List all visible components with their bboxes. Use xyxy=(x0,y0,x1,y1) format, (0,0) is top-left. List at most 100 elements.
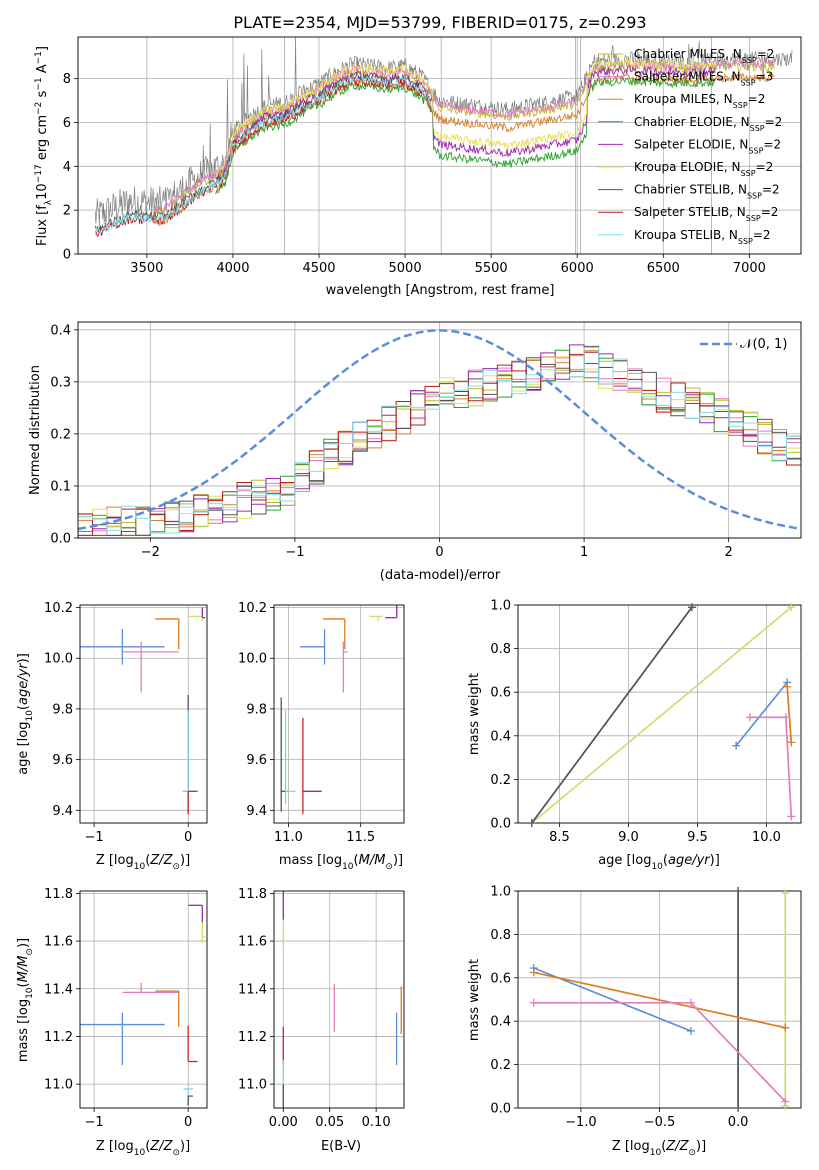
legend-nssp: 2 xyxy=(775,115,783,129)
x-tick-label: 8.5 xyxy=(549,830,570,845)
observed-spectrum-line xyxy=(94,37,793,227)
label-part: mass [log xyxy=(16,999,31,1062)
legend-nssp: 2 xyxy=(773,137,781,151)
histogram-kroupa-stelib xyxy=(78,347,801,534)
weight-marker xyxy=(781,713,790,722)
label-part: Z/Z xyxy=(665,1139,689,1154)
y-tick-label: 0.2 xyxy=(50,427,71,442)
y-tick-label: 11.2 xyxy=(44,1030,73,1045)
label-part: ( xyxy=(145,1139,150,1154)
weight-marker xyxy=(787,812,796,821)
x-tick-label: 9.0 xyxy=(618,830,639,845)
x-tick-label: 4500 xyxy=(302,261,335,276)
legend-label: Kroupa ELODIE, NSSP=2 xyxy=(634,160,773,178)
weight-line xyxy=(735,681,788,747)
weight-marker xyxy=(529,998,538,1007)
label-part: )] xyxy=(16,938,31,948)
y-tick-label: 0.4 xyxy=(490,729,511,744)
model-line-salpeter-stelib xyxy=(94,75,432,237)
y-tick-label: 11.4 xyxy=(44,982,73,997)
weight-marker xyxy=(686,1026,695,1035)
label-part: −17 xyxy=(34,164,44,183)
x-tick-label: 0 xyxy=(184,830,192,845)
label-part: )] xyxy=(180,1139,190,1154)
x-tick-label: −1 xyxy=(85,1115,104,1130)
axes-frame xyxy=(273,890,405,1109)
mass-vs-ebv-panel: 0.00 0.05 0.10 11.0 11.2 11.4 11.6 11.8 E(B-V) xyxy=(238,887,405,1154)
legend-label: Kroupa STELIB, NSSP=2 xyxy=(634,228,771,246)
x-tick-label: 0.0 xyxy=(728,1115,749,1130)
plot-area xyxy=(282,891,402,1108)
figure-title: PLATE=2354, MJD=53799, FIBERID=0175, z=0… xyxy=(233,13,646,32)
x-axis-label: wavelength [Angstrom, rest frame] xyxy=(326,283,555,298)
x-axis-label: Z [log10(Z/Z⊙)] xyxy=(96,1139,190,1158)
label-part: ⊙ xyxy=(172,1148,180,1158)
label-part: s xyxy=(35,90,50,101)
plot-area xyxy=(531,606,793,823)
x-axis-label: (data-model)/error xyxy=(380,568,501,583)
axes-overlay: −1 09.49.69.810.010.2Z [log10(Z/Z⊙)]age [… xyxy=(16,601,208,872)
label-part: 10 xyxy=(651,862,663,872)
weight-marker xyxy=(787,603,796,612)
weight-vs-age-panel: 8.5 9.0 9.5 10.0 0.0 0.2 0.4 0.6 0.8 1.0 age [log1… xyxy=(467,599,802,872)
y-tick-label: 0.2 xyxy=(490,1058,511,1073)
x-axis-label: mass [log10(M/M⊙)] xyxy=(279,853,403,872)
weight-marker xyxy=(732,741,741,750)
weight-line xyxy=(533,971,786,1029)
x-tick-label: 5000 xyxy=(389,261,422,276)
legend-subscript: SSP xyxy=(747,191,762,200)
y-axis-label: mass [log10(M/M⊙)] xyxy=(16,938,35,1062)
x-tick-label: 6500 xyxy=(647,261,680,276)
weight-marker xyxy=(529,968,538,977)
legend-label: Kroupa MILES, NSSP=2 xyxy=(634,92,765,110)
y-tick-label: 9.8 xyxy=(246,702,267,717)
axes-frame xyxy=(79,604,208,824)
legend-label: 𝒩(0, 1) xyxy=(740,337,787,352)
x-tick-label: 9.5 xyxy=(687,830,708,845)
label-part: λ xyxy=(44,199,54,205)
age-vs-metallicity-panel: −1 09.49.69.810.010.2Z [log10(Z/Z⊙)]age [… xyxy=(16,601,208,872)
y-tick-label: 11.6 xyxy=(238,935,267,950)
legend-label: Chabrier STELIB, NSSP=2 xyxy=(634,183,780,201)
y-tick-label: 11.0 xyxy=(44,1078,73,1093)
y-tick-label: 0.4 xyxy=(490,1015,511,1030)
legend-text: Chabrier ELODIE, N xyxy=(634,115,750,129)
legend-subscript: SSP xyxy=(742,56,757,65)
y-tick-label: 0.3 xyxy=(50,375,71,390)
label-part: age [log xyxy=(16,722,31,775)
axes-frame xyxy=(517,604,802,824)
gaussian-curve xyxy=(78,329,801,531)
y-tick-label: 11.6 xyxy=(44,935,73,950)
y-tick-label: 9.8 xyxy=(52,702,73,717)
weight-marker xyxy=(734,887,743,895)
legend-nssp: 2 xyxy=(758,92,766,106)
x-tick-label: 0.00 xyxy=(269,1115,298,1130)
x-tick-label: 0 xyxy=(184,1115,192,1130)
x-tick-label: 0.10 xyxy=(362,1115,391,1130)
y-tick-label: 11.4 xyxy=(238,982,267,997)
legend-subscript: SSP xyxy=(741,169,756,178)
axes-overlay: 8.5 9.0 9.5 10.0 0.0 0.2 0.4 0.6 0.8 1.0 age [log1… xyxy=(467,599,802,872)
legend-text: Salpeter ELODIE, N xyxy=(634,137,748,151)
label-part: 10 xyxy=(134,862,146,872)
label-part: 10 xyxy=(650,1148,662,1158)
legend-text: Salpeter STELIB, N xyxy=(634,205,746,219)
x-axis-label: Z [log10(Z/Z⊙)] xyxy=(96,853,190,872)
x-tick-label: 4000 xyxy=(216,261,249,276)
legend-text: Kroupa ELODIE, N xyxy=(634,160,741,174)
plot-area xyxy=(80,607,206,815)
y-tick-label: 10.0 xyxy=(44,652,73,667)
axes-overlay: −1 011.011.211.411.611.8Z [log10(Z/Z⊙)]ma… xyxy=(16,887,208,1158)
legend-nssp: 2 xyxy=(771,205,779,219)
x-tick-label: 11.0 xyxy=(274,830,303,845)
y-tick-label: 6 xyxy=(63,116,71,131)
label-part: ( xyxy=(663,853,668,868)
label-part: )] xyxy=(696,1139,706,1154)
weight-marker xyxy=(787,738,796,747)
label-part: Z [log xyxy=(612,1139,650,1154)
label-part: ⊙ xyxy=(385,862,393,872)
y-tick-label: 9.6 xyxy=(52,753,73,768)
mass-vs-metallicity-panel: −1 011.011.211.411.611.8Z [log10(Z/Z⊙)]ma… xyxy=(16,887,208,1158)
label-part: −2 xyxy=(34,102,44,115)
label-part: −1 xyxy=(34,51,44,64)
